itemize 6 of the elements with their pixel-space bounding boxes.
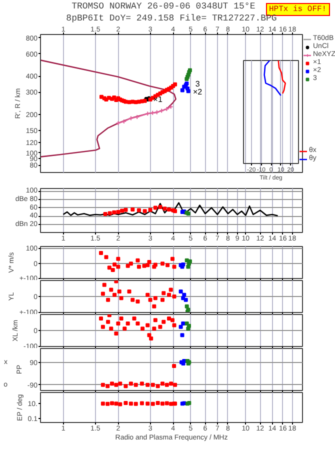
chart-title: TROMSO NORWAY 26-09-06 0348UT 15°E <box>72 2 256 12</box>
annotation: 3 <box>195 80 200 89</box>
chart-subtitle: 8pBP6It DoY= 249.158 File= TR127227.BPG <box>66 14 277 24</box>
text: HPTx is OFF! <box>269 4 327 15</box>
annotation: ×1 <box>153 95 163 104</box>
annotation: ×2 <box>192 88 203 97</box>
